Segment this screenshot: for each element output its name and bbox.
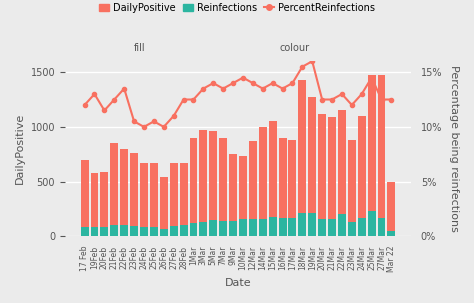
Bar bbox=[259, 127, 267, 219]
Bar bbox=[120, 149, 128, 225]
Bar bbox=[170, 226, 178, 236]
Bar bbox=[150, 163, 158, 228]
Bar bbox=[229, 154, 237, 221]
Bar bbox=[140, 228, 148, 236]
Bar bbox=[328, 117, 336, 219]
Bar bbox=[289, 218, 296, 236]
Bar bbox=[289, 140, 296, 218]
Bar bbox=[81, 160, 89, 228]
Bar bbox=[200, 222, 207, 236]
Bar bbox=[387, 181, 395, 231]
Bar bbox=[140, 163, 148, 228]
Bar bbox=[318, 219, 326, 236]
Bar bbox=[100, 227, 109, 236]
Bar bbox=[150, 228, 158, 236]
Bar bbox=[308, 97, 316, 213]
Bar bbox=[279, 218, 286, 236]
Bar bbox=[180, 225, 188, 236]
Bar bbox=[229, 221, 237, 236]
Bar bbox=[130, 226, 138, 236]
Bar bbox=[378, 218, 385, 236]
Bar bbox=[328, 219, 336, 236]
Bar bbox=[81, 228, 89, 236]
Bar bbox=[190, 223, 198, 236]
Bar bbox=[348, 222, 356, 236]
Bar bbox=[110, 225, 118, 236]
Y-axis label: Percentage being reinfections: Percentage being reinfections bbox=[449, 65, 459, 232]
Bar bbox=[200, 130, 207, 222]
Bar bbox=[368, 211, 375, 236]
Bar bbox=[190, 138, 198, 223]
Bar bbox=[249, 219, 257, 236]
Bar bbox=[239, 219, 247, 236]
Bar bbox=[348, 140, 356, 222]
Bar bbox=[110, 143, 118, 225]
Bar bbox=[130, 153, 138, 226]
Bar bbox=[91, 227, 99, 236]
Bar bbox=[387, 231, 395, 236]
Bar bbox=[120, 225, 128, 236]
Bar bbox=[338, 111, 346, 214]
Bar bbox=[249, 141, 257, 219]
Bar bbox=[210, 131, 217, 220]
Bar bbox=[219, 221, 227, 236]
Bar bbox=[298, 80, 306, 213]
Bar bbox=[100, 172, 109, 227]
Bar bbox=[160, 228, 168, 236]
Bar bbox=[298, 213, 306, 236]
Bar bbox=[180, 163, 188, 225]
Bar bbox=[219, 138, 227, 221]
Bar bbox=[170, 163, 178, 226]
Text: fill: fill bbox=[134, 43, 146, 53]
Legend: DailyPositive, Reinfections, PercentReinfections: DailyPositive, Reinfections, PercentRein… bbox=[95, 0, 379, 17]
Text: colour: colour bbox=[280, 43, 310, 53]
Bar bbox=[358, 218, 365, 236]
Bar bbox=[338, 214, 346, 236]
X-axis label: Date: Date bbox=[225, 278, 251, 288]
Y-axis label: DailyPositive: DailyPositive bbox=[15, 113, 25, 184]
Bar bbox=[368, 75, 375, 211]
Bar bbox=[269, 122, 277, 217]
Bar bbox=[160, 177, 168, 228]
Bar bbox=[210, 220, 217, 236]
Bar bbox=[318, 114, 326, 219]
Bar bbox=[259, 219, 267, 236]
Bar bbox=[358, 116, 365, 218]
Bar bbox=[279, 138, 286, 218]
Bar bbox=[239, 156, 247, 219]
Bar bbox=[308, 213, 316, 236]
Bar bbox=[378, 75, 385, 218]
Bar bbox=[269, 217, 277, 236]
Bar bbox=[91, 173, 99, 227]
